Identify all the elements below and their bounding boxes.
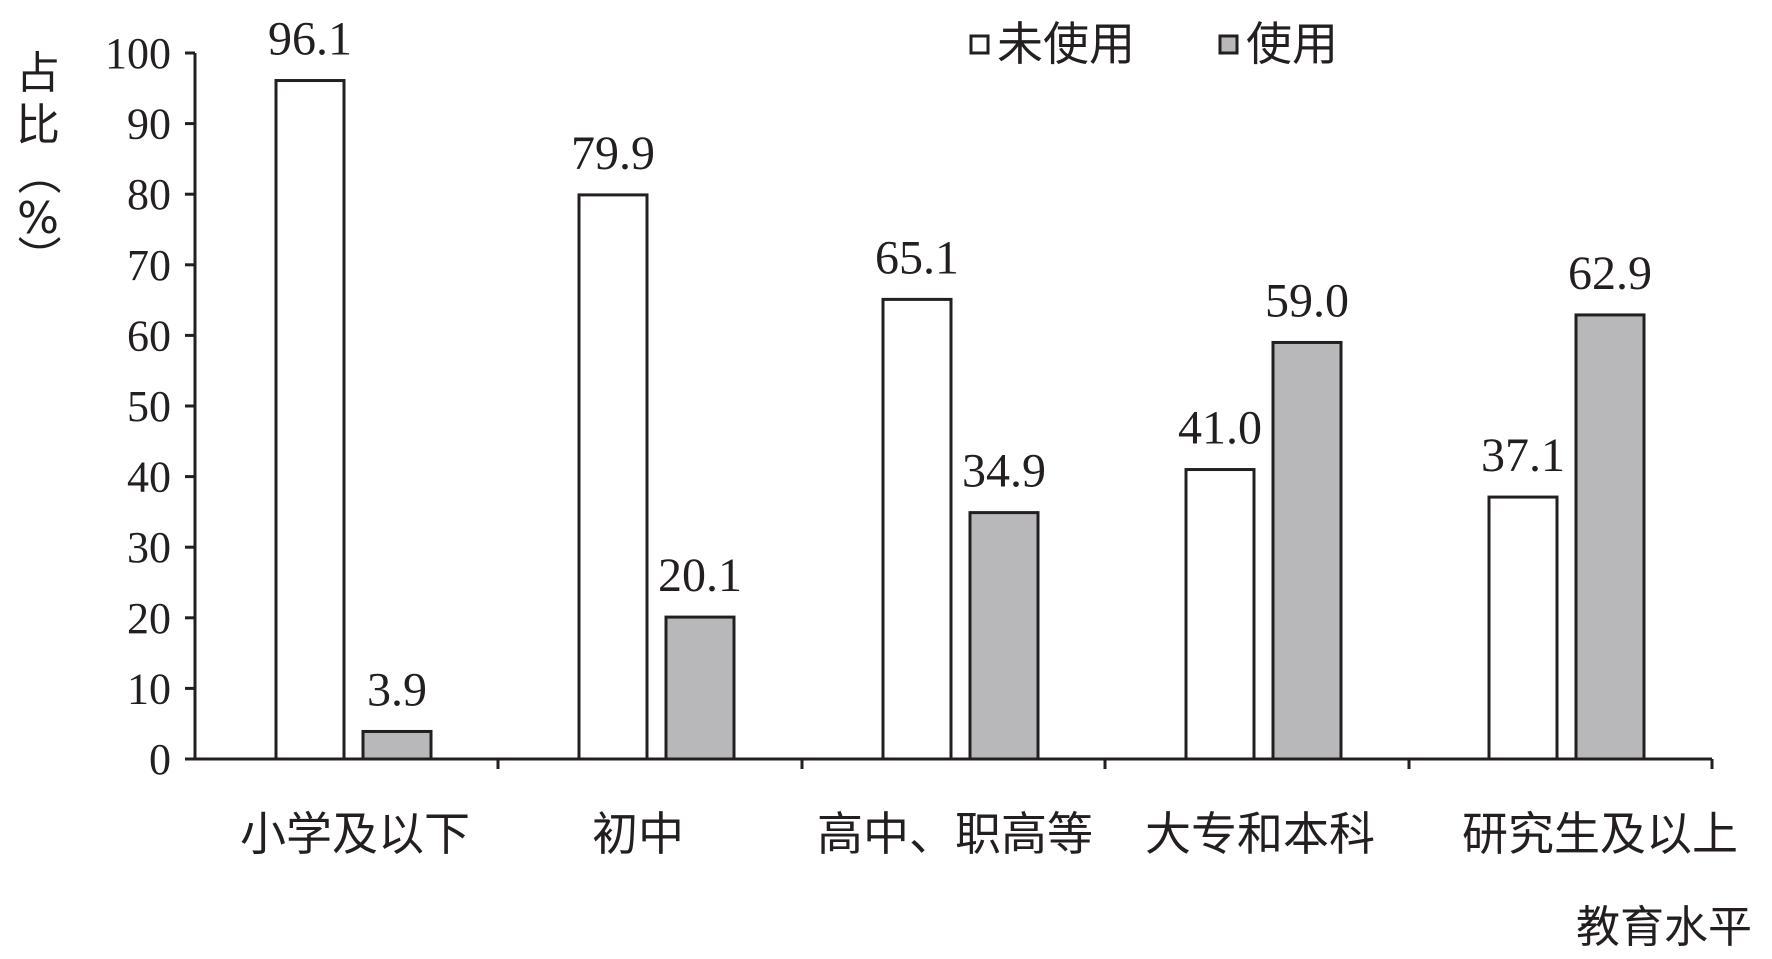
axes: 0 10 20 30 40 50 60 70 80 90 100 小学及以下 初中 高中、职高等 大专和本科…	[105, 29, 1738, 861]
y-tick-label-2: 20	[127, 594, 171, 643]
bar-unused-1	[577, 193, 649, 761]
y-axis-title-char-0: 占	[16, 48, 60, 99]
bar-used-0	[361, 729, 433, 761]
data-label-used-1: 20.1	[658, 549, 742, 602]
data-label-unused-1: 79.9	[571, 127, 655, 180]
bar-unused-4	[1487, 495, 1559, 761]
x-category-label-0: 小学及以下	[240, 807, 470, 861]
bar-used-1	[664, 615, 736, 761]
x-category-label-3: 大专和本科	[1145, 807, 1375, 861]
legend-label-unused: 未使用	[997, 17, 1135, 71]
y-tick-label-1: 10	[127, 664, 171, 713]
bar-unused-3	[1184, 468, 1256, 761]
y-tick-label-9: 90	[127, 100, 171, 149]
y-axis-title-char-1: 比	[16, 100, 60, 151]
y-tick-label-3: 30	[127, 523, 171, 572]
plot-area: 96.1 79.9 65.1 41.0 37.1 3.9 20.1 34.9 59.0 62.9	[268, 13, 1652, 761]
y-axis-title-char-3: %	[17, 193, 59, 244]
bar-unused-0	[274, 79, 346, 761]
bar-unused-2	[881, 297, 953, 761]
y-tick-label-10: 100	[105, 29, 171, 78]
y-tick-label-4: 40	[127, 453, 171, 502]
x-category-label-1: 初中	[592, 807, 684, 861]
y-tick-label-8: 80	[127, 170, 171, 219]
y-tick-label-7: 70	[127, 241, 171, 290]
y-axis-title-char-2: （	[12, 151, 63, 195]
y-tick-label-0: 0	[149, 735, 171, 784]
data-label-used-0: 3.9	[367, 663, 427, 716]
y-tick-label-6: 60	[127, 311, 171, 360]
data-label-used-2: 34.9	[962, 445, 1046, 498]
legend: 未使用 使用	[969, 17, 1338, 71]
legend-swatch-used	[1218, 34, 1239, 55]
x-category-label-2: 高中、职高等	[817, 807, 1093, 861]
x-category-label-4: 研究生及以上	[1462, 807, 1738, 861]
y-tick-label-5: 50	[127, 382, 171, 431]
bar-used-3	[1271, 340, 1343, 761]
legend-swatch-unused	[969, 34, 990, 55]
x-axis-title: 教育水平	[1576, 902, 1752, 953]
data-label-unused-4: 37.1	[1481, 429, 1565, 482]
data-label-unused-0: 96.1	[268, 13, 352, 66]
bar-used-4	[1574, 313, 1646, 761]
axis-titles: 占比（%） 教育水平	[12, 48, 1752, 953]
data-label-unused-3: 41.0	[1178, 402, 1262, 455]
data-label-unused-2: 65.1	[875, 231, 959, 284]
bar-used-2	[968, 511, 1040, 761]
data-label-used-4: 62.9	[1568, 247, 1652, 300]
y-axis-title-char-4: ）	[12, 235, 63, 279]
legend-label-used: 使用	[1246, 17, 1338, 71]
data-label-used-3: 59.0	[1265, 274, 1349, 327]
